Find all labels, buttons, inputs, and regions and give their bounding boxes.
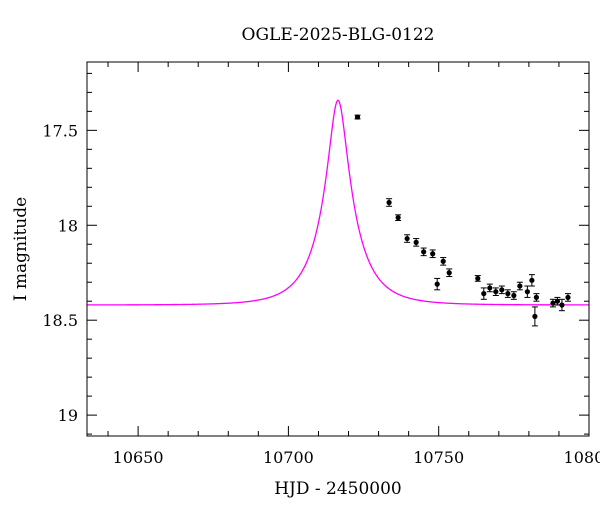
x-tick-label: 10650 (113, 448, 164, 467)
x-tick-label: 10700 (263, 448, 314, 467)
y-tick-label: 18 (58, 216, 78, 235)
data-point (532, 313, 538, 319)
data-point (475, 275, 481, 282)
data-point (446, 270, 452, 276)
data-point (529, 277, 535, 283)
data-point (533, 294, 539, 301)
data-point (440, 258, 446, 264)
data-point (421, 249, 427, 255)
data-point (550, 300, 556, 306)
data-point (413, 239, 419, 245)
data-point (499, 287, 505, 293)
data-point (434, 281, 440, 287)
data-point (404, 235, 410, 242)
data-point (524, 289, 530, 295)
data-point (505, 291, 511, 297)
axis-ticks (87, 62, 590, 436)
y-tick-label: 17.5 (42, 121, 78, 140)
data-point (565, 294, 571, 301)
chart-title: OGLE-2025-BLG-0122 (242, 25, 435, 45)
data-point (395, 215, 401, 221)
data-point (511, 292, 517, 299)
data-point (487, 285, 493, 291)
data-point (481, 291, 487, 297)
data-point (386, 199, 392, 206)
data-point (354, 114, 361, 120)
x-tick-label: 10750 (413, 448, 464, 467)
data-point (554, 298, 561, 304)
tick-labels: 10650 10700 10750 10800 17.5 18 18.5 19 (42, 121, 600, 467)
data-point (493, 289, 499, 295)
data-points (354, 114, 571, 327)
x-axis-label: HJD - 2450000 (274, 479, 402, 499)
y-tick-label: 18.5 (42, 311, 78, 330)
data-point (559, 302, 565, 308)
model-curve (87, 99, 589, 306)
data-point (517, 283, 523, 289)
y-tick-label: 19 (58, 406, 78, 425)
data-point (430, 251, 436, 257)
x-tick-label: 10800 (564, 448, 600, 467)
plot-frame (86, 61, 590, 437)
y-axis-label: I magnitude (11, 197, 31, 301)
